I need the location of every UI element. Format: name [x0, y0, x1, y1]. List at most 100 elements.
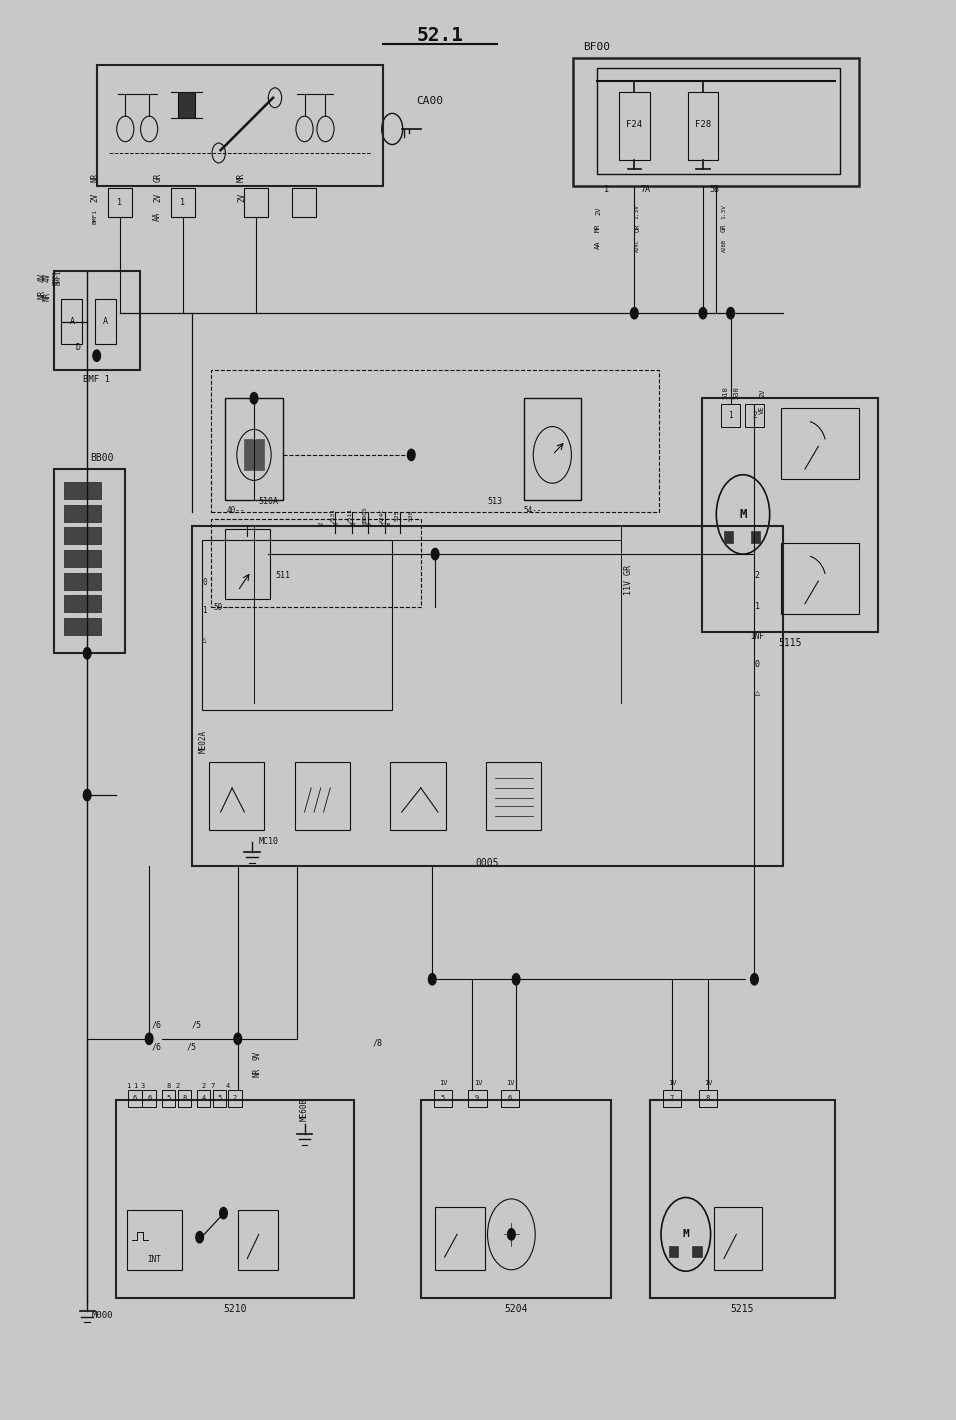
Text: 5215: 5215	[730, 1305, 753, 1315]
Bar	[745, 403, 764, 426]
Text: 2: 2	[233, 1095, 237, 1102]
Text: 510A: 510A	[259, 497, 279, 506]
Circle shape	[431, 548, 439, 559]
Bar	[721, 403, 740, 426]
Bar	[64, 550, 100, 567]
Bar	[171, 189, 195, 217]
Text: BB00: BB00	[90, 453, 114, 463]
Bar	[486, 763, 541, 831]
Text: 4: 4	[202, 1095, 206, 1102]
Bar	[524, 398, 581, 500]
Bar	[54, 469, 125, 653]
Text: BMF1: BMF1	[93, 209, 98, 224]
Bar	[192, 525, 783, 866]
Bar	[211, 369, 659, 511]
Text: /511: /511	[347, 508, 352, 524]
Text: 7A: 7A	[641, 186, 651, 195]
Text: 513: 513	[488, 497, 503, 506]
Text: 2V: 2V	[595, 207, 601, 216]
Text: 2V: 2V	[153, 192, 163, 202]
Bar	[226, 398, 283, 500]
Text: GR: GR	[721, 224, 727, 233]
Bar	[202, 540, 392, 710]
Text: 1.3V: 1.3V	[722, 203, 727, 219]
Bar	[97, 65, 382, 186]
Text: 510: 510	[723, 386, 728, 399]
Bar	[699, 1089, 717, 1106]
Bar	[64, 572, 100, 589]
Text: 1: 1	[133, 1082, 137, 1089]
Text: 9: 9	[475, 1095, 479, 1102]
Bar	[663, 1089, 681, 1106]
Text: 2: 2	[202, 1082, 206, 1089]
Bar	[668, 1245, 678, 1257]
Text: /5: /5	[192, 1020, 202, 1030]
Text: 4: 4	[227, 1082, 230, 1089]
Bar	[293, 189, 315, 217]
Text: 3: 3	[141, 1082, 144, 1089]
Bar	[724, 531, 733, 542]
Text: 5204: 5204	[505, 1305, 528, 1315]
Text: 6: 6	[147, 1095, 151, 1102]
Bar	[178, 92, 195, 118]
Text: A24C: A24C	[635, 239, 640, 251]
Text: 9V: 9V	[252, 1051, 261, 1061]
Text: 2A: 2A	[317, 523, 324, 528]
Text: /6: /6	[152, 1042, 162, 1052]
Bar	[390, 763, 445, 831]
Bar	[244, 439, 265, 470]
Text: OR: OR	[634, 224, 641, 233]
Bar	[228, 1089, 242, 1106]
Circle shape	[727, 308, 734, 320]
Text: /8: /8	[373, 1038, 383, 1048]
Text: A: A	[103, 317, 108, 327]
Text: 50--: 50--	[213, 604, 231, 612]
Bar	[64, 481, 100, 498]
Bar	[197, 1089, 210, 1106]
Bar	[211, 518, 421, 606]
Text: 511: 511	[275, 571, 290, 579]
Text: 530: 530	[409, 510, 414, 521]
Text: MR: MR	[595, 224, 601, 233]
Bar	[116, 1099, 354, 1298]
Circle shape	[250, 392, 258, 403]
Text: /6: /6	[152, 1020, 162, 1030]
Circle shape	[145, 1034, 153, 1045]
Circle shape	[631, 308, 639, 320]
Circle shape	[407, 449, 415, 460]
Text: 1: 1	[604, 186, 609, 195]
Text: 5B: 5B	[709, 186, 720, 195]
Text: BMF 1: BMF 1	[83, 375, 110, 385]
Bar	[435, 1207, 485, 1269]
Text: 5: 5	[441, 1095, 445, 1102]
Text: M000: M000	[92, 1311, 114, 1319]
Circle shape	[196, 1231, 204, 1242]
Text: 0: 0	[202, 578, 206, 586]
Text: 1V: 1V	[705, 1079, 713, 1086]
Text: M: M	[683, 1230, 689, 1240]
Text: 7: 7	[211, 1082, 215, 1089]
Text: 1V: 1V	[474, 1079, 482, 1086]
Text: 4V: 4V	[43, 273, 52, 283]
Bar	[213, 1089, 227, 1106]
Bar	[95, 300, 116, 345]
Bar	[501, 1089, 519, 1106]
Text: 530: 530	[733, 386, 739, 399]
Bar	[598, 68, 840, 175]
Text: M: M	[739, 508, 747, 521]
Bar	[750, 531, 760, 542]
Bar	[649, 1099, 836, 1298]
Text: 5A: 5A	[364, 523, 372, 528]
Bar	[64, 527, 100, 544]
Text: △: △	[755, 687, 760, 696]
Text: BF00: BF00	[583, 41, 610, 51]
Bar	[226, 528, 271, 599]
Text: 54--: 54--	[524, 506, 542, 514]
Text: 5: 5	[218, 1095, 222, 1102]
Bar	[162, 1089, 175, 1106]
Bar	[781, 408, 859, 479]
Text: MC10: MC10	[258, 838, 278, 846]
Text: GR: GR	[153, 172, 163, 182]
Text: A24C: A24C	[380, 508, 385, 524]
Text: 1.3V: 1.3V	[635, 203, 640, 219]
